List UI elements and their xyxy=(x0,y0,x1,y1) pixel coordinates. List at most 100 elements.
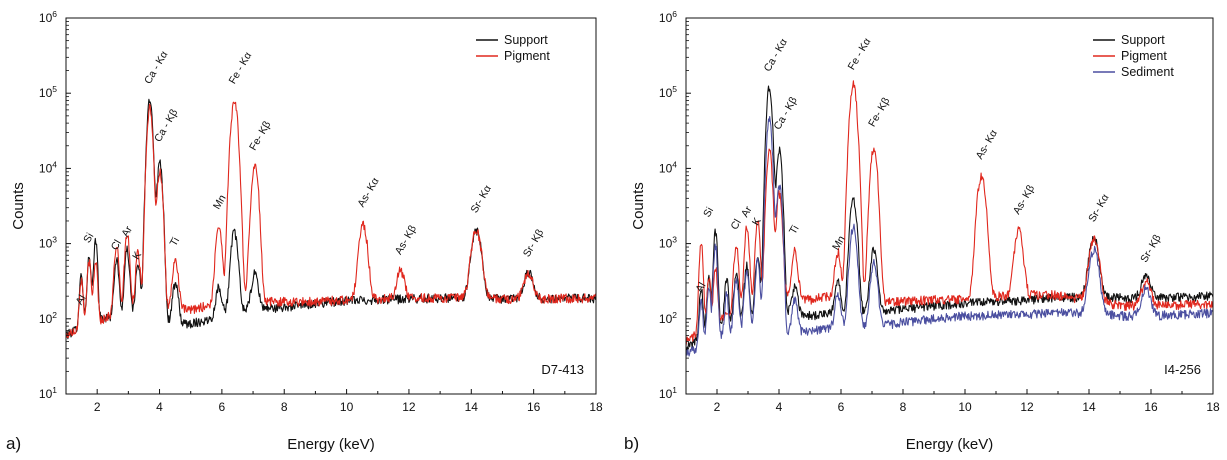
y-tick-base: 10 xyxy=(659,312,673,326)
x-tick-label: 8 xyxy=(281,400,288,414)
y-tick-label: 105 xyxy=(39,84,57,100)
x-tick-label: 18 xyxy=(1206,400,1220,414)
y-tick-label: 104 xyxy=(659,159,677,175)
y-tick-exponent: 6 xyxy=(672,9,677,19)
peak-label: Fe- Kβ xyxy=(866,96,892,129)
y-tick-exponent: 2 xyxy=(672,310,677,320)
y-tick-base: 10 xyxy=(659,86,673,100)
y-tick-base: 10 xyxy=(39,387,53,401)
x-tick-label: 16 xyxy=(527,400,541,414)
series-line-pigment xyxy=(66,101,596,339)
peak-label: Sr- Kα xyxy=(1086,192,1111,224)
y-tick-exponent: 5 xyxy=(672,84,677,94)
y-tick-base: 10 xyxy=(659,161,673,175)
series-group xyxy=(686,80,1213,358)
panel-label: b) xyxy=(624,434,639,453)
x-tick-label: 14 xyxy=(465,400,479,414)
y-tick-exponent: 2 xyxy=(52,310,57,320)
x-tick-label: 16 xyxy=(1144,400,1158,414)
peak-label: Mn xyxy=(211,193,229,212)
x-tick-label: 6 xyxy=(838,400,845,414)
panel-label: a) xyxy=(6,434,21,453)
peak-label: Ca - Kα xyxy=(762,37,790,74)
x-tick-label: 12 xyxy=(1020,400,1034,414)
x-tick-label: 18 xyxy=(589,400,603,414)
peak-label: Sr- Kα xyxy=(468,183,493,215)
x-tick-label: 10 xyxy=(340,400,354,414)
peak-label: Ar xyxy=(119,224,135,240)
peak-label: As- Kα xyxy=(974,128,1000,161)
peak-label: Sr- Kβ xyxy=(1138,233,1163,265)
y-tick-label: 104 xyxy=(39,159,57,175)
peak-label: K xyxy=(750,216,764,228)
y-tick-label: 103 xyxy=(39,235,57,251)
peak-label: As- Kα xyxy=(355,176,381,209)
y-tick-label: 101 xyxy=(39,385,57,401)
peak-label: As- Kβ xyxy=(393,223,419,256)
y-tick-label: 106 xyxy=(659,9,677,25)
peak-label: Cl xyxy=(109,238,124,253)
y-tick-label: 102 xyxy=(659,310,677,326)
peak-label: Fe - Kα xyxy=(227,50,255,86)
y-tick-label: 103 xyxy=(659,235,677,251)
y-tick-base: 10 xyxy=(39,86,53,100)
peak-label: Ca - Kα xyxy=(142,49,170,86)
legend-label-pigment: Pigment xyxy=(1121,49,1167,63)
x-axis-title: Energy (keV) xyxy=(287,436,375,453)
y-tick-label: 106 xyxy=(39,9,57,25)
legend-label-support: Support xyxy=(504,33,548,47)
peak-label: Si xyxy=(81,231,96,245)
series-line-sediment xyxy=(686,115,1213,358)
y-tick-base: 10 xyxy=(659,237,673,251)
x-tick-label: 4 xyxy=(156,400,163,414)
x-tick-label: 12 xyxy=(402,400,416,414)
x-tick-label: 2 xyxy=(94,400,101,414)
sample-id-label: D7-413 xyxy=(541,362,584,377)
peak-label: Ti xyxy=(787,223,802,236)
y-tick-base: 10 xyxy=(39,11,53,25)
y-axis-title: Counts xyxy=(10,182,27,230)
x-tick-label: 6 xyxy=(219,400,226,414)
y-tick-base: 10 xyxy=(659,387,673,401)
peak-label: Sr- Kβ xyxy=(521,227,546,259)
peak-label: Ca - Kβ xyxy=(772,95,800,132)
peak-label: Si xyxy=(701,205,716,219)
y-tick-exponent: 3 xyxy=(52,235,57,245)
y-tick-exponent: 1 xyxy=(672,385,677,395)
y-tick-label: 101 xyxy=(659,385,677,401)
y-tick-exponent: 4 xyxy=(672,159,677,169)
y-tick-exponent: 4 xyxy=(52,159,57,169)
x-tick-label: 4 xyxy=(776,400,783,414)
sample-id-label: I4-256 xyxy=(1164,362,1201,377)
legend-label-sediment: Sediment xyxy=(1121,65,1174,79)
y-tick-exponent: 5 xyxy=(52,84,57,94)
y-tick-exponent: 6 xyxy=(52,9,57,19)
peak-label: Ca - Kβ xyxy=(152,107,180,144)
x-tick-label: 2 xyxy=(714,400,721,414)
peak-label: As- Kβ xyxy=(1011,183,1037,216)
y-tick-base: 10 xyxy=(39,237,53,251)
y-tick-base: 10 xyxy=(659,11,673,25)
legend-label-pigment: Pigment xyxy=(504,49,550,63)
plot-frame xyxy=(685,17,1214,395)
x-tick-label: 14 xyxy=(1082,400,1096,414)
series-line-pigment xyxy=(686,80,1213,346)
peak-label: Al xyxy=(693,280,708,294)
peak-label: Fe - Kα xyxy=(846,36,874,72)
peak-label: Fe- Kβ xyxy=(247,119,273,152)
x-tick-label: 10 xyxy=(958,400,972,414)
plot-frame xyxy=(65,17,597,395)
series-group xyxy=(66,98,596,340)
y-tick-exponent: 1 xyxy=(52,385,57,395)
y-tick-label: 105 xyxy=(659,84,677,100)
peak-label: Ti xyxy=(168,235,183,248)
peak-label: Cl xyxy=(728,217,743,232)
y-tick-base: 10 xyxy=(39,312,53,326)
y-tick-exponent: 3 xyxy=(672,235,677,245)
y-tick-base: 10 xyxy=(39,161,53,175)
x-tick-label: 8 xyxy=(900,400,907,414)
x-axis-title: Energy (keV) xyxy=(906,436,994,453)
